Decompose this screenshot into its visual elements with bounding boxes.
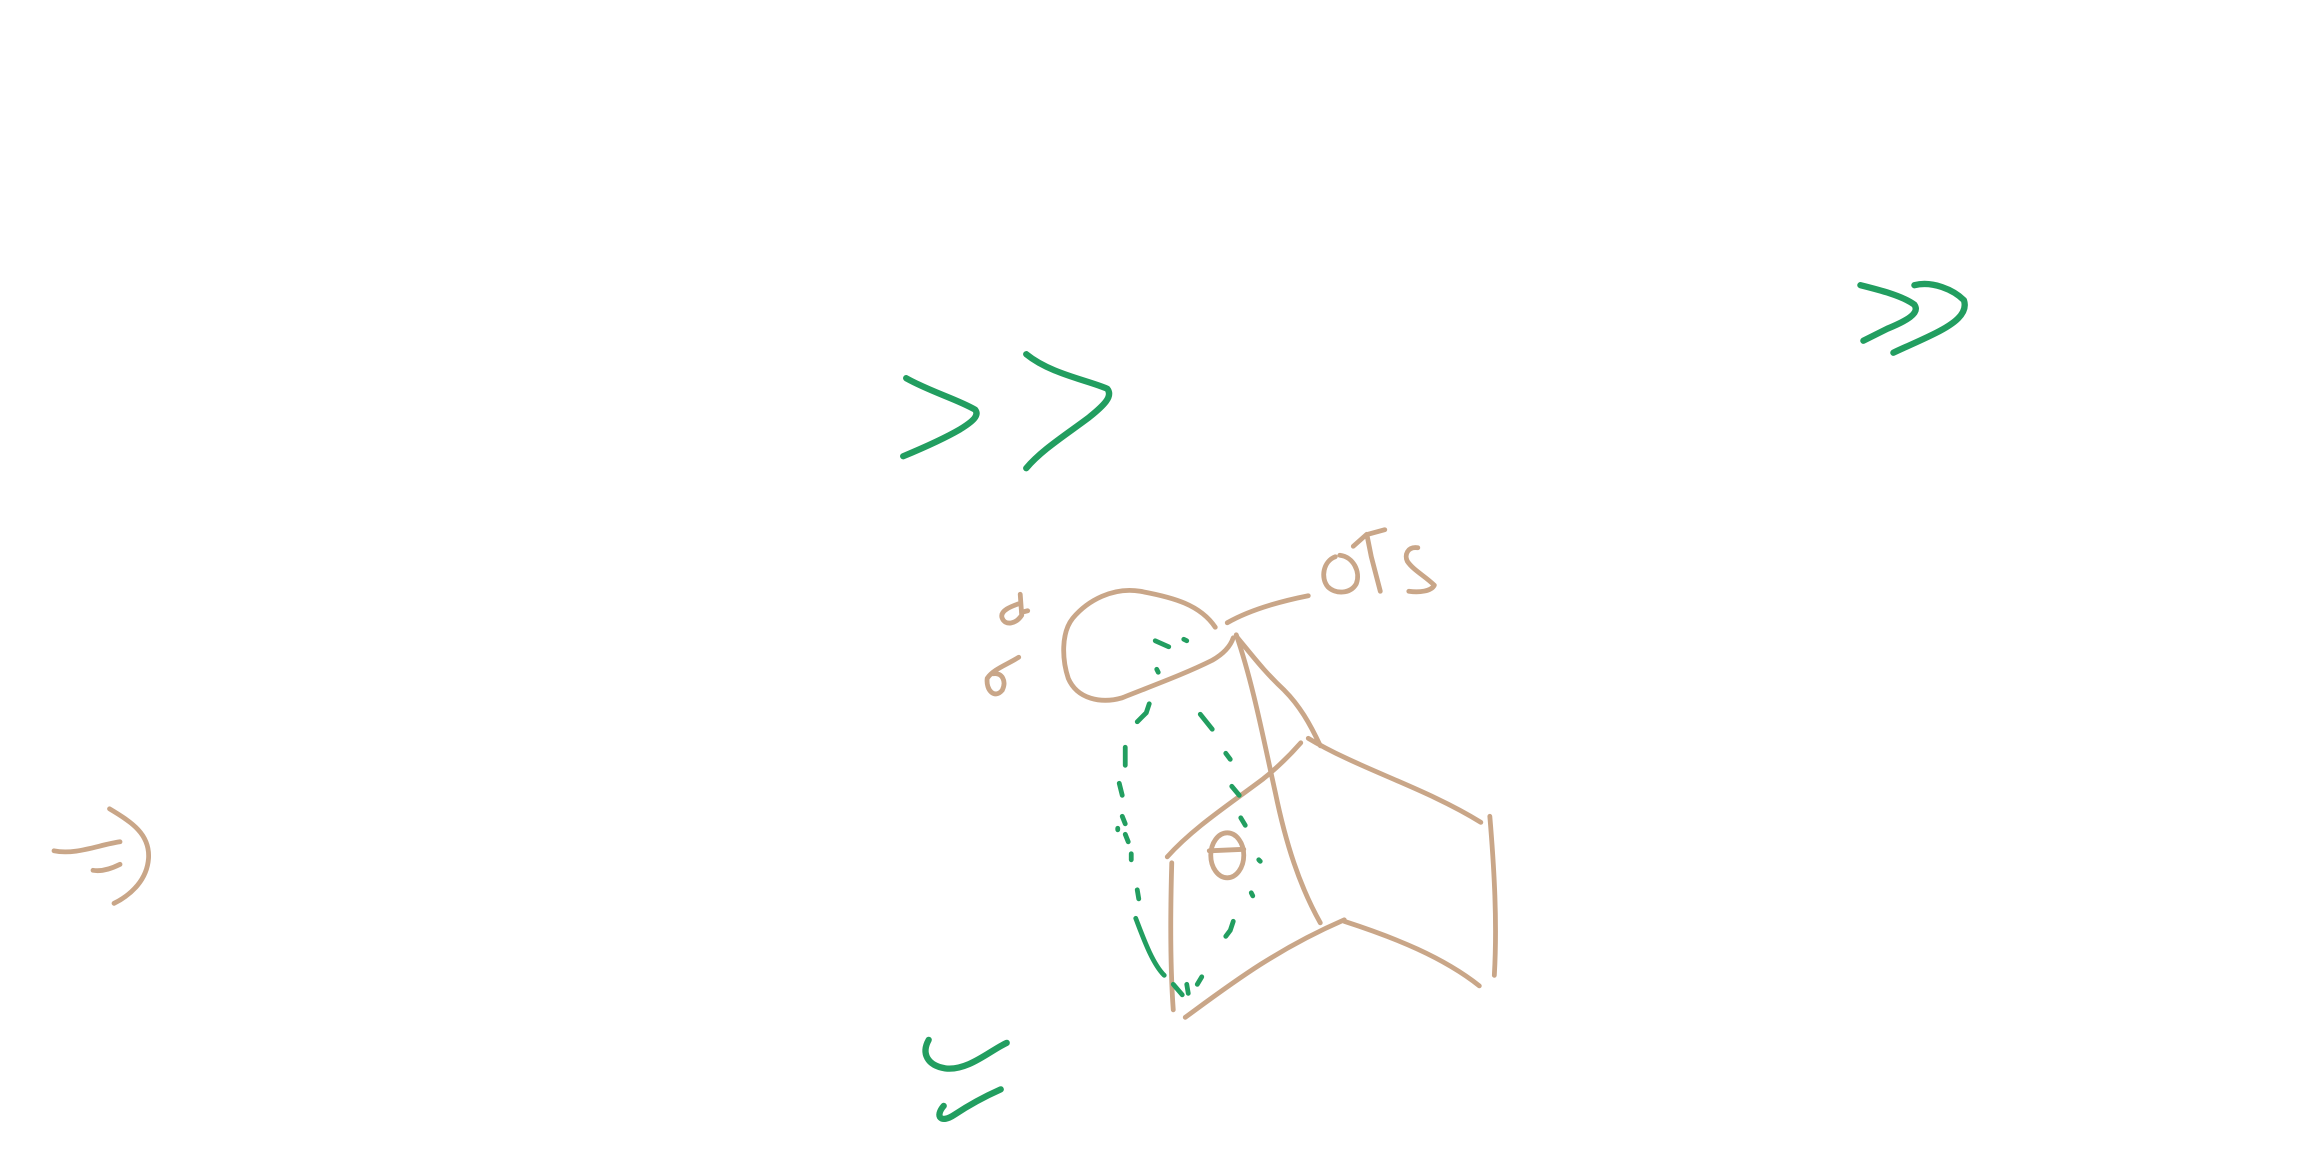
leader-line xyxy=(1224,593,1311,626)
cube-bottom-right-edge xyxy=(1341,918,1482,989)
cube-left-edge xyxy=(1168,860,1176,1013)
check-mark xyxy=(922,1036,1010,1122)
accent-strokes xyxy=(900,280,1968,1122)
cone-right-edge xyxy=(1233,632,1323,926)
double-chevron-right xyxy=(1857,280,1968,356)
theta-symbol xyxy=(1206,830,1247,881)
dashed-inner-lines xyxy=(1115,636,1263,998)
double-chevron-center xyxy=(900,351,1113,472)
label-015 xyxy=(1321,527,1437,595)
left-arrow-mark xyxy=(51,806,151,906)
small-d-mark xyxy=(999,591,1031,626)
sketch-strokes xyxy=(51,527,1498,1020)
cube-diagonal-edge xyxy=(1164,740,1304,860)
cone-curve-edge xyxy=(1233,633,1323,749)
small-o-mark xyxy=(984,654,1022,697)
cube-right-edge xyxy=(1487,813,1498,978)
cube-bottom-left-edge xyxy=(1182,917,1347,1020)
cone-top-oval xyxy=(1061,588,1236,703)
cube-top-edge xyxy=(1305,735,1484,825)
